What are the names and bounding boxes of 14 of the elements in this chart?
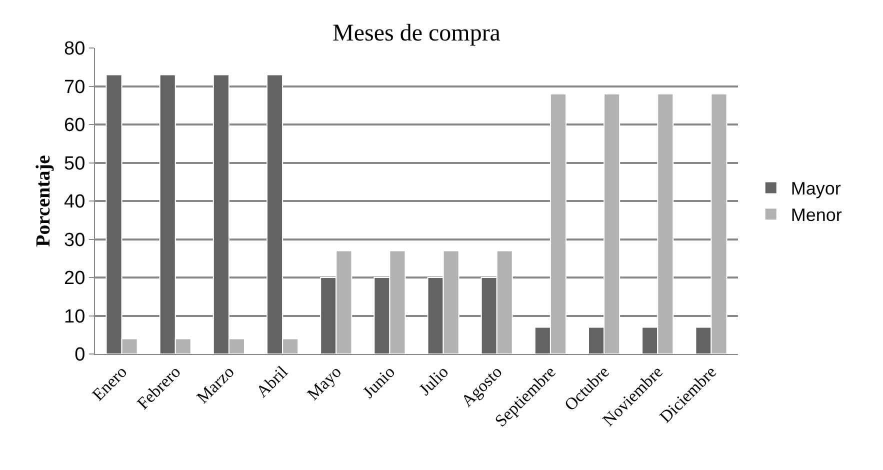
y-tick-label: 30 [64, 230, 86, 251]
x-tick-label: Julio [415, 362, 452, 400]
y-tick-label: 0 [74, 344, 86, 366]
y-tick-label: 80 [64, 38, 86, 60]
y-tick-label: 10 [64, 306, 86, 328]
chart-title: Meses de compra [332, 20, 501, 46]
y-tick-label: 20 [64, 268, 86, 290]
y-tick-label: 60 [64, 115, 86, 136]
legend-label: Menor [790, 205, 842, 226]
y-axis-title: Porcentaje [32, 154, 55, 247]
y-tick-label: 40 [64, 192, 86, 213]
y-tick-label: 50 [64, 153, 86, 174]
y-tick-label: 70 [64, 76, 86, 98]
legend-label: Mayor [790, 178, 841, 199]
